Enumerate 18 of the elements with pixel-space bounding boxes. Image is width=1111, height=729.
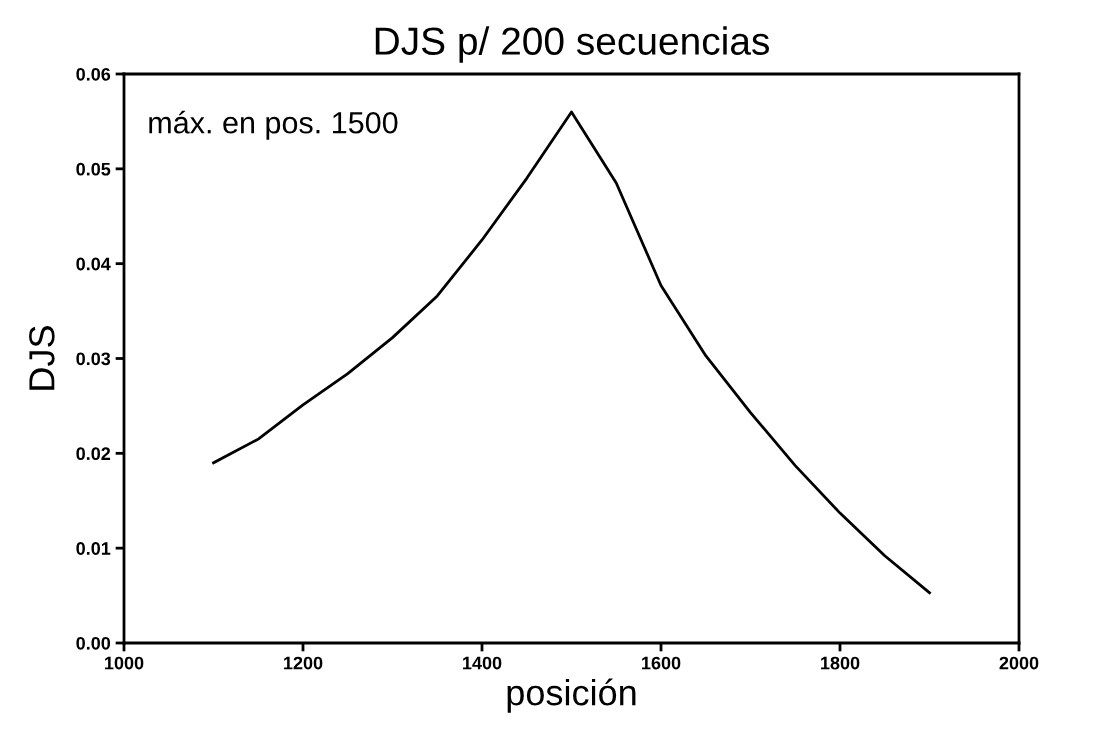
y-axis-title: DJS (29, 326, 55, 390)
line-series (212, 110, 931, 595)
annotation: máx. en pos. 1500 (149, 110, 398, 140)
y-tick-label: 0.02 (76, 447, 111, 461)
y-tick-label: 0.04 (76, 257, 111, 271)
y-tick-label: 0.05 (76, 162, 111, 176)
x-tick-label: 1400 (463, 656, 502, 670)
y-tick-label: 0.06 (76, 67, 111, 81)
x-tick-label: 1200 (284, 656, 323, 670)
x-tick-label: 1600 (642, 656, 681, 670)
chart-title: DJS p/ 200 secuencias (375, 26, 769, 63)
x-axis-title: posición (507, 678, 636, 713)
x-tick-label: 1800 (821, 656, 860, 670)
y-tick-label: 0.01 (76, 542, 111, 555)
x-tick-label: 1000 (105, 656, 144, 670)
y-tick-label: 0.03 (76, 352, 111, 366)
x-tick-label: 2000 (999, 656, 1039, 670)
y-tick-label: 0.00 (76, 636, 111, 650)
